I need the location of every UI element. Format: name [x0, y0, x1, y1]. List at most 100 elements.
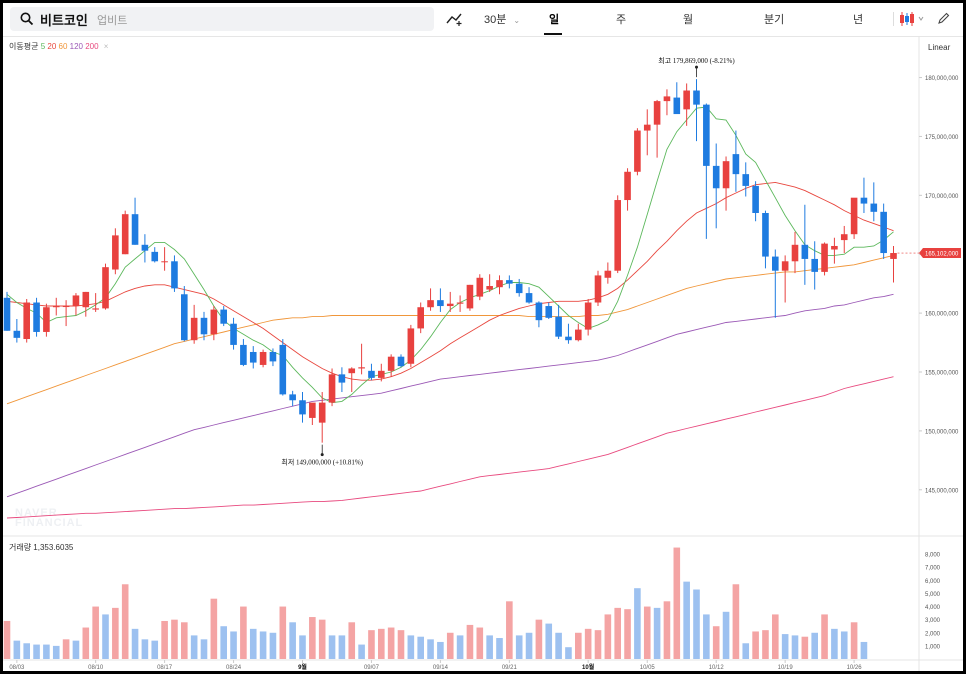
volume-bar — [279, 606, 287, 659]
ma-legend[interactable]: 이동평균 5 20 60 120 200 × — [9, 41, 108, 52]
volume-bar — [72, 640, 80, 659]
ma-line-5 — [6, 106, 894, 404]
date-tick-label: 10/26 — [847, 665, 863, 671]
price-tick-label: 170,000,000 — [925, 194, 959, 200]
volume-bar — [269, 632, 277, 659]
volume-bar — [141, 639, 149, 659]
date-tick-label: 08/10 — [88, 665, 104, 671]
volume-bar — [781, 634, 789, 659]
tab-quarter[interactable]: 분기 — [764, 14, 785, 26]
volume-bar — [407, 635, 415, 659]
watermark-line: FINANCIAL — [15, 517, 84, 529]
candle-body — [594, 275, 602, 303]
volume-bar — [653, 607, 661, 659]
candle-body — [634, 130, 641, 172]
volume-bar — [378, 628, 385, 659]
symbol-search[interactable]: 비트코인 업비트 — [10, 7, 434, 31]
interval-label: 30분 — [484, 14, 507, 26]
tab-month[interactable]: 월 — [683, 14, 694, 26]
volume-tick-label: 1,000 — [925, 644, 941, 650]
tab-year[interactable]: 년 — [853, 14, 864, 26]
indicator-add-icon[interactable] — [446, 12, 464, 26]
candle-body — [880, 211, 887, 254]
volume-bar — [52, 645, 60, 659]
volume-bar — [486, 635, 493, 659]
candle-body — [358, 367, 365, 369]
ma-period-label: 200 — [82, 42, 99, 51]
interval-dropdown[interactable]: 30분 ⌄ — [484, 11, 520, 27]
candle-body — [141, 244, 149, 251]
scale-mode-button[interactable]: Linear — [928, 43, 951, 52]
candle-body — [417, 307, 424, 329]
volume-tick-label: 4,000 — [925, 605, 941, 611]
price-tick-label: 145,000,000 — [925, 488, 959, 494]
toolbar: 비트코인 업비트 30분 ⌄ 일 주 월 분기 년 — [3, 3, 963, 37]
close-icon[interactable]: × — [103, 42, 109, 51]
low-label: 최저 149,000,000 (+10.81%) — [281, 458, 363, 467]
volume-tick-label: 6,000 — [925, 579, 941, 585]
candle-body — [831, 245, 838, 250]
candle-body — [762, 213, 769, 257]
volume-bar — [456, 635, 464, 659]
symbol-title: 비트코인 — [40, 13, 88, 28]
volume-bar — [515, 635, 523, 659]
candle-body — [102, 267, 109, 309]
chart-window: 비트코인 업비트 30분 ⌄ 일 주 월 분기 년 이동평균 5 20 — [3, 3, 963, 671]
candle-body — [279, 344, 287, 395]
candle-body — [3, 297, 11, 331]
candle-body — [190, 317, 198, 341]
candle-body — [821, 243, 828, 272]
chart-canvas[interactable]: 145,000,000 150,000,000 155,000,000 160,000… — [3, 36, 963, 671]
volume-bar — [840, 631, 848, 659]
volume-tick-label: 3,000 — [925, 618, 941, 624]
price-tick-label: 180,000,000 — [925, 76, 959, 82]
volume-bar — [860, 641, 868, 659]
volume-bar — [33, 644, 40, 659]
ma-line-20 — [6, 181, 894, 381]
candle-body — [703, 104, 710, 166]
candle-body — [673, 97, 681, 115]
volume-bar — [181, 622, 188, 659]
candle-body — [545, 306, 553, 318]
candle-body — [456, 302, 464, 304]
volume-bar — [92, 606, 99, 659]
candle-body — [13, 330, 21, 338]
candle-body — [535, 302, 543, 321]
volume-bar — [387, 627, 395, 659]
volume-bar — [299, 635, 306, 659]
volume-bar — [121, 584, 129, 659]
candle-body — [742, 174, 750, 186]
date-tick-label: 08/03 — [9, 665, 25, 671]
date-tick-label: 08/24 — [226, 665, 242, 671]
candle-body — [62, 306, 70, 308]
candle-body — [712, 165, 720, 189]
candle-body — [525, 293, 533, 303]
candle-body — [486, 286, 493, 290]
ma-period-list: 5 20 60 120 200 — [41, 42, 99, 51]
candle-body — [387, 356, 395, 371]
naver-financial-watermark: NAVER FINANCIAL — [15, 508, 84, 529]
volume-bar — [249, 628, 257, 659]
volume-bar — [112, 607, 119, 659]
volume-bar — [230, 631, 237, 659]
candle-body — [565, 336, 572, 341]
chevron-down-icon: ⌄ — [513, 16, 521, 25]
candle-body — [52, 306, 60, 308]
high-marker-dot — [695, 65, 698, 69]
candle-body — [693, 90, 700, 105]
candle-type-icon[interactable] — [899, 11, 927, 27]
date-tick-label: 10/19 — [778, 665, 794, 671]
tab-week[interactable]: 주 — [616, 14, 627, 26]
candle-body — [33, 302, 40, 332]
low-marker-dot — [320, 453, 324, 457]
candle-body — [515, 283, 523, 294]
candle-body — [752, 185, 759, 213]
candle-body — [181, 294, 188, 341]
date-tick-label: 10/12 — [709, 665, 725, 671]
ma-period-label: 120 — [67, 42, 83, 51]
pencil-icon[interactable] — [937, 12, 950, 25]
candle-body — [368, 370, 375, 378]
candle-body — [328, 374, 336, 403]
volume-bar — [43, 644, 50, 659]
tab-day[interactable]: 일 — [549, 14, 560, 26]
